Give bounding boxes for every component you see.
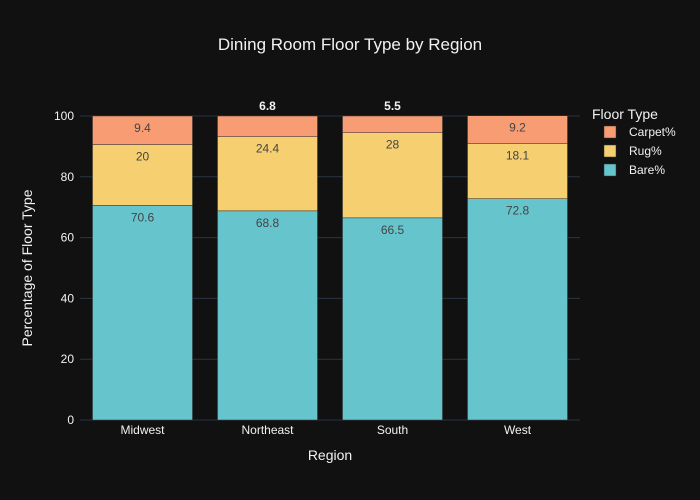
x-tick-label: Northeast — [241, 423, 294, 437]
bar-carpet[interactable] — [467, 115, 568, 144]
bar-bare[interactable] — [467, 198, 568, 421]
y-axis-ticks: 0 20 40 60 80 100 — [54, 109, 74, 427]
legend-item-label[interactable]: Rug% — [629, 144, 662, 158]
bar-bare[interactable] — [217, 210, 318, 421]
bar-value-label: 18.1 — [506, 149, 530, 163]
y-tick-label: 20 — [61, 352, 75, 366]
legend[interactable]: Floor Type Carpet% Rug% Bare% — [592, 106, 676, 177]
y-tick-label: 0 — [67, 413, 74, 427]
legend-swatch[interactable] — [603, 125, 617, 139]
bar-rug[interactable] — [467, 143, 568, 199]
bar-value-label: 68.8 — [256, 216, 280, 230]
y-tick-label: 80 — [61, 170, 75, 184]
legend-swatch[interactable] — [603, 144, 617, 158]
legend-item-label[interactable]: Carpet% — [629, 125, 676, 139]
bar-value-label: 66.5 — [381, 223, 405, 237]
bar-carpet[interactable] — [92, 115, 193, 145]
bar-value-label: 70.6 — [131, 210, 155, 224]
y-tick-label: 100 — [54, 109, 74, 123]
legend-swatch[interactable] — [603, 163, 617, 177]
bar-value-label: 20 — [136, 150, 150, 164]
y-axis-title: Percentage of Floor Type — [19, 189, 35, 346]
bar-value-label: 5.5 — [384, 99, 401, 113]
bar-value-label: 72.8 — [506, 204, 530, 218]
bars: 70.6 20 9.4 68.8 24.4 6.8 66.5 28 5.5 72.8 18.1 9.2 — [92, 99, 568, 421]
legend-title: Floor Type — [592, 106, 658, 122]
y-tick-label: 60 — [61, 231, 75, 245]
chart-title: Dining Room Floor Type by Region — [218, 35, 482, 54]
x-tick-label: Midwest — [120, 423, 165, 437]
legend-item-label[interactable]: Bare% — [629, 163, 665, 177]
x-tick-label: West — [504, 423, 532, 437]
bar-carpet[interactable] — [217, 115, 318, 137]
x-axis-ticks: Midwest Northeast South West — [120, 423, 531, 437]
bar-carpet[interactable] — [342, 115, 443, 133]
bar-bare[interactable] — [92, 205, 193, 421]
bar-value-label: 9.2 — [509, 121, 526, 135]
x-axis-title: Region — [308, 447, 352, 463]
bar-rug[interactable] — [217, 136, 318, 212]
bar-rug[interactable] — [92, 144, 193, 206]
bar-value-label: 9.4 — [134, 121, 151, 135]
x-tick-label: South — [377, 423, 408, 437]
bar-value-label: 24.4 — [256, 142, 280, 156]
bar-bare[interactable] — [342, 217, 443, 421]
bar-value-label: 6.8 — [259, 99, 276, 113]
bar-value-label: 28 — [386, 138, 400, 152]
y-tick-label: 40 — [61, 291, 75, 305]
